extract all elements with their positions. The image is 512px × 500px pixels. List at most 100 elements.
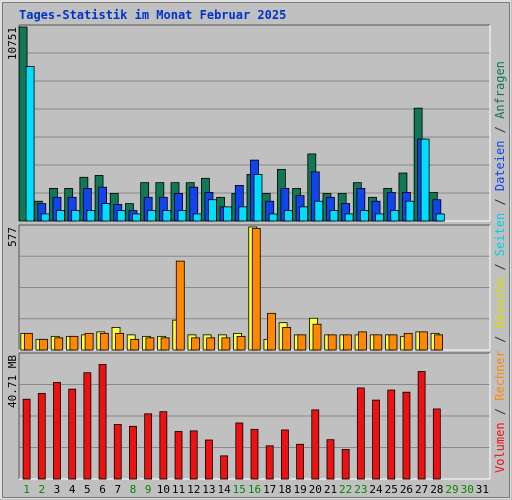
bar-seiten-day-18 (283, 210, 293, 222)
bar-volumen-day-16 (250, 428, 259, 480)
x-tick-label-day-12: 12 (187, 483, 200, 496)
x-tick-label-day-11: 11 (172, 483, 185, 496)
legend-part-10: Anfragen (493, 61, 507, 119)
legend-vertical: Volumen / Rechner / Besuche / Seiten / D… (493, 61, 507, 473)
bar-volumen-day-7 (113, 424, 122, 480)
x-axis-labels: 1 2 3 4 5 6 7 8 9 10 11 12 13 14 15 16 17 18 19 20 21 22 23 24 2… (23, 483, 489, 496)
x-tick-label-day-27: 27 (415, 483, 428, 496)
x-tick-label-day-15: 15 (233, 483, 246, 496)
bar-rechner-day-23 (358, 331, 368, 351)
y-axis-max-label-bottom: 40.71 MB (6, 355, 19, 408)
bar-seiten-day-22 (344, 213, 354, 222)
x-tick-label-day-19: 19 (293, 483, 306, 496)
bar-seiten-day-7 (116, 210, 126, 222)
bar-rechner-day-19 (297, 334, 307, 351)
x-tick-label-day-24: 24 (369, 483, 383, 496)
bar-seiten-day-14 (223, 206, 233, 222)
legend-part-4: Besuche (493, 278, 507, 329)
chart-panels: 10751 577 40.71 MB (6, 24, 491, 480)
bar-seiten-day-11 (177, 210, 187, 222)
legend-part-5: / (493, 256, 507, 278)
bar-volumen-day-18 (280, 429, 289, 480)
bar-seiten-day-12 (192, 213, 202, 222)
bar-volumen-day-17 (265, 445, 274, 480)
bar-seiten-day-10 (162, 210, 172, 222)
bar-rechner-day-25 (388, 334, 398, 351)
x-tick-label-day-31: 31 (476, 483, 489, 496)
bar-rechner-day-8 (130, 338, 140, 351)
bar-rechner-day-15 (236, 335, 246, 351)
bar-volumen-day-9 (144, 413, 153, 480)
x-tick-label-day-17: 17 (263, 483, 276, 496)
x-tick-label-day-26: 26 (400, 483, 413, 496)
bar-volumen-day-21 (326, 439, 335, 480)
bar-rechner-day-2 (39, 338, 48, 351)
bar-rechner-day-16 (251, 228, 261, 351)
bar-rechner-day-27 (418, 331, 428, 351)
legend-part-0: Volumen (493, 422, 507, 473)
bar-volumen-day-25 (387, 389, 396, 480)
bar-volumen-day-1 (22, 398, 31, 480)
bar-seiten-day-25 (390, 210, 400, 222)
bar-seiten-day-26 (405, 200, 415, 222)
legend-part-3: / (493, 328, 507, 350)
bar-volumen-day-19 (296, 443, 304, 480)
bar-rechner-day-28 (434, 334, 443, 351)
bar-seiten-day-4 (71, 210, 81, 222)
bar-seiten-day-13 (208, 199, 217, 222)
bar-rechner-day-5 (84, 332, 94, 351)
bar-volumen-day-26 (402, 391, 411, 480)
bar-volumen-day-23 (356, 387, 365, 480)
x-tick-label-day-5: 5 (84, 483, 91, 496)
bar-rechner-day-26 (403, 332, 413, 351)
bar-rechner-day-18 (282, 326, 292, 351)
bar-volumen-day-3 (53, 382, 61, 480)
x-tick-label-day-6: 6 (99, 483, 106, 496)
bar-volumen-day-24 (372, 399, 380, 480)
legend-part-2: Rechner (493, 350, 507, 401)
y-axis-max-label-top: 10751 (6, 27, 19, 60)
bar-rechner-day-24 (373, 334, 383, 351)
bar-seiten-day-3 (56, 210, 65, 222)
panel-mid: 577 (6, 224, 491, 351)
bar-seiten-day-20 (314, 200, 324, 222)
bar-rechner-day-4 (69, 335, 79, 351)
bar-volumen-day-20 (311, 409, 320, 480)
x-tick-label-day-30: 30 (461, 483, 474, 496)
x-tick-label-day-29: 29 (445, 483, 458, 496)
bar-volumen-day-10 (159, 411, 168, 480)
bar-seiten-day-24 (375, 213, 384, 222)
bar-rechner-day-11 (175, 260, 185, 351)
bar-seiten-day-9 (147, 210, 157, 222)
bar-rechner-day-17 (267, 312, 276, 351)
x-tick-label-day-1: 1 (23, 483, 30, 496)
bar-rechner-day-7 (115, 332, 124, 351)
bar-rechner-day-9 (145, 337, 155, 351)
legend-part-9: / (493, 119, 507, 141)
bar-seiten-day-19 (299, 206, 308, 222)
bar-volumen-day-5 (83, 372, 92, 480)
bar-rechner-day-6 (99, 332, 109, 351)
panel-bottom: 40.71 MB (6, 352, 491, 480)
x-tick-label-day-14: 14 (217, 483, 231, 496)
bar-volumen-day-12 (189, 430, 198, 480)
x-tick-label-day-23: 23 (354, 483, 367, 496)
bar-volumen-day-22 (341, 449, 350, 480)
x-tick-label-day-13: 13 (202, 483, 215, 496)
legend-part-1: / (493, 401, 507, 423)
legend-part-6: Seiten (493, 213, 507, 256)
bar-volumen-day-4 (68, 388, 77, 480)
bar-seiten-day-15 (238, 206, 248, 222)
bar-seiten-day-1 (25, 66, 35, 222)
x-tick-label-day-10: 10 (157, 483, 170, 496)
bar-rechner-day-14 (221, 337, 231, 351)
bar-rechner-day-12 (191, 337, 200, 351)
x-tick-label-day-2: 2 (38, 483, 45, 496)
bar-seiten-day-21 (329, 210, 339, 222)
x-tick-label-day-4: 4 (69, 483, 76, 496)
legend-part-8: Dateien (493, 141, 507, 192)
bar-volumen-day-15 (235, 422, 244, 480)
